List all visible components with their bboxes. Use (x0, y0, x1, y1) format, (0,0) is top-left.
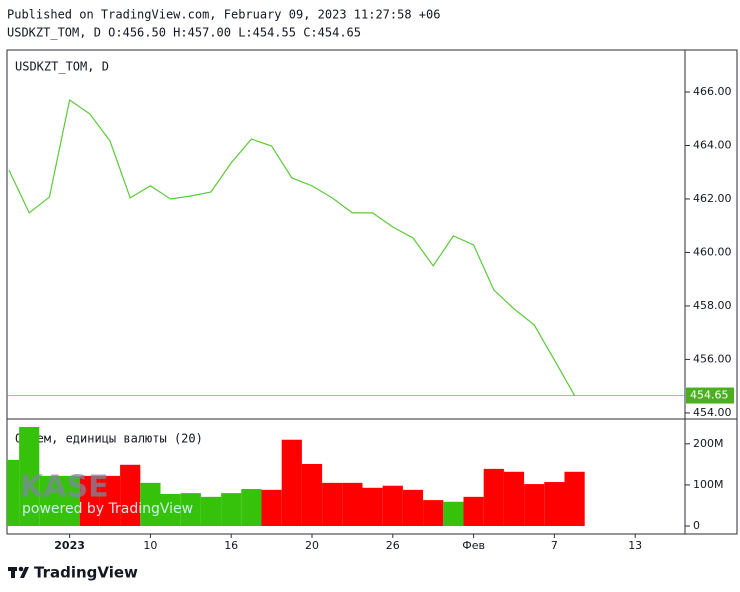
x-tick-label: 7 (551, 539, 558, 552)
last-price-box (686, 387, 734, 404)
x-tick-label: 2023 (54, 539, 85, 552)
volume-bar (503, 471, 525, 526)
footer-logo: TradingView (8, 564, 138, 582)
volume-bar (483, 468, 504, 526)
volume-bar (7, 459, 20, 526)
y-tick-label: 100M (693, 478, 724, 491)
volume-pane-title: Объем, единицы валюты (20) (15, 432, 203, 446)
y-tick-label: 454.00 (693, 406, 732, 419)
volume-bar (200, 496, 222, 526)
volume-bar (463, 496, 484, 526)
x-tick-label: 10 (143, 539, 157, 552)
volume-bar (443, 501, 464, 526)
y-tick-label: 458.00 (693, 299, 732, 312)
y-tick-label: 462.00 (693, 192, 732, 205)
x-tick-label: 26 (386, 539, 400, 552)
price-line (8, 99, 576, 396)
volume-bar (342, 482, 363, 526)
volume-bar (301, 463, 323, 526)
volume-bar (241, 489, 262, 526)
volume-bar (99, 475, 121, 526)
volume-bar (59, 475, 80, 526)
volume-bar (402, 489, 424, 526)
volume-bar (79, 475, 100, 526)
y-tick-label: 466.00 (693, 85, 732, 98)
volume-bar (322, 482, 343, 526)
y-tick-label: 460.00 (693, 245, 732, 258)
volume-bar (261, 489, 282, 526)
volume-bar (281, 439, 302, 526)
volume-bar (19, 426, 40, 526)
footer-brand: TradingView (34, 564, 138, 582)
watermark-logo: KASE (20, 470, 109, 505)
volume-bar (180, 493, 201, 526)
volume-bar (423, 500, 444, 526)
y-tick-label: 0 (693, 519, 700, 532)
x-tick-label: 20 (305, 539, 319, 552)
volume-bar (140, 482, 161, 526)
y-tick-label: 200M (693, 437, 724, 450)
x-tick-label: 16 (224, 539, 238, 552)
volume-bar (564, 471, 585, 526)
x-tick-label: Фев (462, 539, 485, 552)
symbol-line: USDKZT_TOM, D O:456.50 H:457.00 L:454.55… (7, 26, 361, 40)
volume-bar (120, 464, 141, 526)
watermark-powered: powered by TradingView (22, 501, 193, 517)
volume-bar (362, 487, 383, 526)
y-tick-label: 456.00 (693, 352, 732, 365)
volume-bar (160, 493, 181, 526)
volume-bar (544, 482, 565, 526)
volume-bar (382, 485, 403, 526)
y-tick-label: 464.00 (693, 138, 732, 151)
volume-bar (524, 484, 545, 526)
price-pane-title: USDKZT_TOM, D (15, 60, 109, 74)
volume-bar (221, 493, 242, 526)
x-tick-label: 13 (628, 539, 642, 552)
last-price-label: 454.65 (690, 389, 729, 402)
chart-frame (6, 49, 738, 535)
volume-bar (39, 475, 60, 526)
published-line: Published on TradingView.com, February 0… (7, 8, 440, 22)
